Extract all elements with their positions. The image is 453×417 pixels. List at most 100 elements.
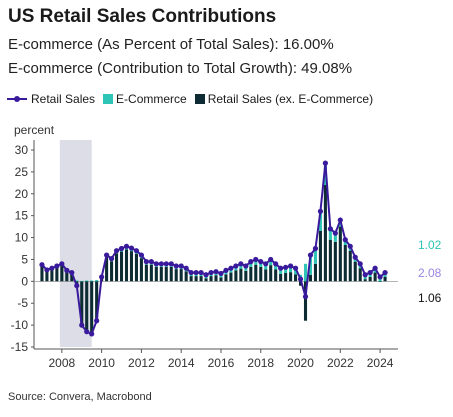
- point-retail-sales: [342, 237, 348, 243]
- x-tick-label: 2012: [128, 356, 155, 370]
- bar-retail-ex-ecommerce: [373, 272, 377, 282]
- point-retail-sales: [178, 263, 184, 269]
- point-retail-sales: [357, 261, 363, 267]
- bar-retail-ex-ecommerce: [298, 281, 303, 286]
- bar-retail-ex-ecommerce: [159, 266, 163, 282]
- point-retail-sales: [218, 270, 224, 277]
- point-retail-sales: [198, 269, 204, 276]
- bar-retail-ex-ecommerce: [194, 276, 198, 282]
- y-tick-label: 30: [15, 143, 29, 157]
- bar-retail-ex-ecommerce: [115, 253, 119, 282]
- chart-subtitle-ecommerce-contribution: E-commerce (Contribution to Total Growth…: [8, 60, 353, 77]
- point-retail-sales: [337, 217, 343, 223]
- bar-ecommerce: [284, 267, 288, 274]
- legend-label-retail-ex-ecommerce: Retail Sales (ex. E-Commerce): [207, 92, 374, 106]
- bar-retail-ex-ecommerce: [294, 274, 298, 282]
- point-retail-sales: [258, 259, 264, 265]
- bar-retail-ex-ecommerce: [105, 257, 109, 282]
- bar-retail-ex-ecommerce: [60, 266, 64, 282]
- y-tick-label: 20: [15, 187, 29, 201]
- source-note: Source: Convera, Macrobond: [8, 391, 152, 403]
- x-tick-label: 2022: [327, 356, 354, 370]
- point-retail-sales: [307, 252, 314, 258]
- point-retail-sales: [213, 269, 219, 275]
- chart-legend: Retail Sales E-Commerce Retail Sales (ex…: [6, 92, 381, 106]
- bar-retail-ex-ecommerce: [90, 281, 94, 335]
- point-retail-sales: [158, 261, 164, 267]
- legend-item-retail-sales: Retail Sales: [6, 92, 95, 106]
- point-retail-sales: [228, 265, 234, 271]
- bar-retail-ex-ecommerce: [244, 270, 248, 282]
- point-retail-sales: [233, 263, 239, 269]
- bar-ecommerce: [75, 280, 79, 282]
- bar-retail-ex-ecommerce: [383, 276, 387, 282]
- y-tick-label: 15: [15, 209, 29, 223]
- bar-retail-ex-ecommerce: [209, 276, 213, 282]
- bar-ecommerce: [85, 280, 89, 282]
- bar-retail-ex-ecommerce: [313, 263, 317, 282]
- y-axis-unit: percent: [14, 123, 55, 137]
- bar-retail-ex-ecommerce: [204, 278, 208, 282]
- x-tick-label: 2016: [208, 356, 235, 370]
- bar-retail-ex-ecommerce: [224, 274, 228, 282]
- point-retail-sales: [203, 272, 209, 278]
- bar-retail-ex-ecommerce: [353, 261, 357, 282]
- bar-retail-ex-ecommerce: [179, 269, 183, 282]
- bar-retail-ex-ecommerce: [70, 274, 74, 282]
- bar-retail-ex-ecommerce: [214, 275, 218, 282]
- bar-ecommerce: [318, 211, 322, 231]
- point-retail-sales: [278, 265, 284, 271]
- point-retail-sales: [128, 245, 135, 251]
- legend-label-ecommerce: E-Commerce: [116, 92, 187, 106]
- bar-retail-ex-ecommerce: [110, 261, 114, 282]
- point-retail-sales: [163, 261, 169, 267]
- bar-ecommerce: [259, 261, 263, 267]
- x-tick-label: 2008: [48, 356, 75, 370]
- bar-retail-ex-ecommerce: [134, 253, 138, 282]
- point-retail-sales: [133, 248, 140, 254]
- point-retail-sales: [297, 276, 304, 282]
- bar-ecommerce: [308, 255, 313, 275]
- point-retail-sales: [248, 259, 254, 265]
- bar-ecommerce: [264, 263, 268, 270]
- point-retail-sales: [54, 263, 60, 269]
- bar-retail-ex-ecommerce: [189, 276, 193, 282]
- bar-retail-ex-ecommerce: [254, 264, 258, 282]
- point-retail-sales: [168, 261, 174, 267]
- point-retail-sales: [347, 243, 353, 249]
- bar-retail-ex-ecommerce: [318, 230, 322, 282]
- point-retail-sales: [223, 267, 229, 273]
- point-retail-sales: [377, 274, 383, 280]
- point-retail-sales: [332, 230, 338, 236]
- point-retail-sales: [292, 265, 299, 271]
- bar-retail-ex-ecommerce: [229, 272, 233, 282]
- point-retail-sales: [352, 254, 358, 260]
- bar-retail-ex-ecommerce: [348, 250, 352, 282]
- bar-ecommerce: [269, 259, 273, 266]
- bar-ecommerce: [95, 280, 99, 282]
- bar-retail-ex-ecommerce: [144, 264, 148, 282]
- point-retail-sales: [243, 263, 249, 269]
- bar-ecommerce: [328, 228, 332, 240]
- bar-retail-ex-ecommerce: [368, 276, 372, 282]
- y-tick-label: 0: [21, 274, 28, 288]
- bar-retail-ex-ecommerce: [328, 239, 332, 282]
- bar-retail-ex-ecommerce: [308, 274, 313, 282]
- point-retail-sales: [138, 252, 145, 258]
- bar-ecommerce: [274, 263, 278, 270]
- y-tick-label: -15: [11, 340, 29, 354]
- x-tick-label: 2010: [88, 356, 115, 370]
- y-tick-label: 25: [15, 165, 29, 179]
- point-retail-sales: [183, 265, 189, 271]
- bar-retail-ex-ecommerce: [219, 277, 223, 282]
- bar-retail-ex-ecommerce: [333, 241, 337, 282]
- bar-ecommerce: [333, 233, 337, 242]
- point-retail-sales: [148, 259, 154, 265]
- point-retail-sales: [312, 245, 319, 252]
- bar-retail-ex-ecommerce: [80, 281, 84, 326]
- bar-retail-ex-ecommerce: [358, 268, 362, 282]
- bar-ecommerce: [90, 280, 94, 282]
- bar-retail-ex-ecommerce: [378, 281, 382, 282]
- bar-retail-ex-ecommerce: [40, 266, 44, 282]
- point-retail-sales: [44, 267, 50, 273]
